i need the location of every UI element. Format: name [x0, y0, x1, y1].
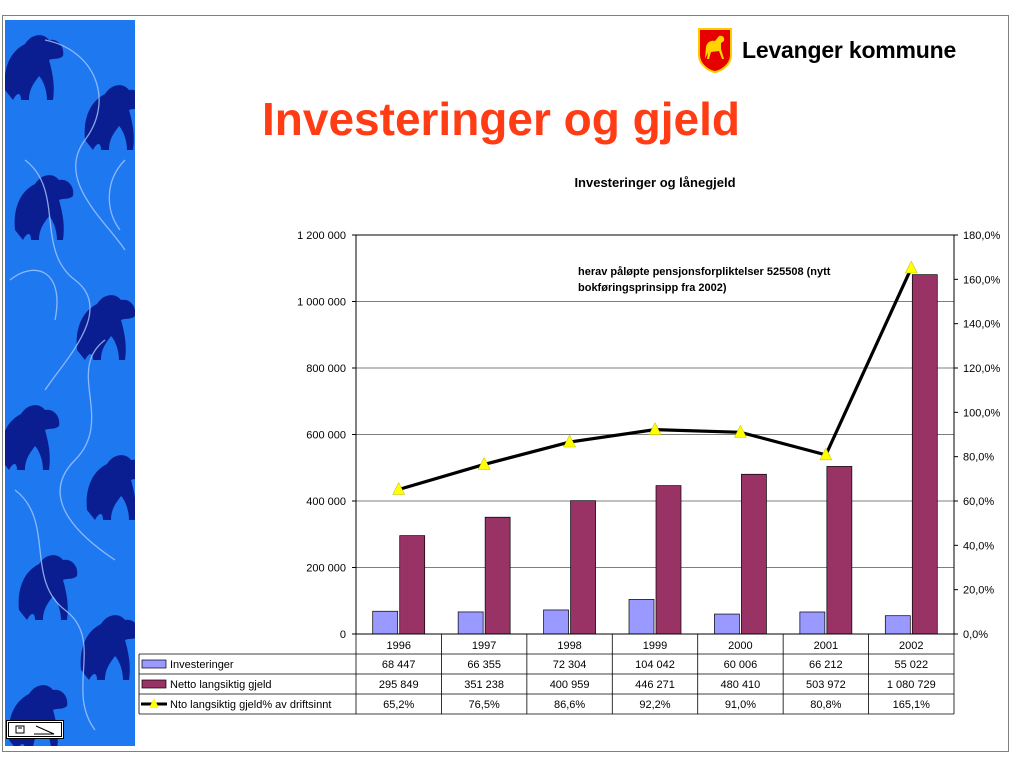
x-tick-label: 2002	[899, 640, 923, 652]
y2-tick-label: 20,0%	[963, 585, 994, 597]
bar-netto-gjeld	[655, 485, 682, 635]
bar-netto-gjeld	[826, 466, 853, 635]
bar-investeringer	[714, 613, 740, 635]
chart-title: Investeringer og lånegjeld	[574, 175, 735, 190]
bar-netto-gjeld	[741, 473, 767, 635]
bar-netto-gjeld	[399, 535, 426, 635]
legend-label: Nto langsiktig gjeld% av driftsinnt	[170, 699, 331, 711]
y-tick-label: 800 000	[306, 363, 346, 375]
data-label: 480 410	[721, 679, 761, 691]
data-label: 66 355	[467, 659, 501, 671]
legend-label: Investeringer	[170, 659, 234, 671]
bar-netto-gjeld	[570, 500, 596, 635]
y-tick-label: 0	[340, 629, 346, 641]
line-marker	[819, 447, 833, 461]
line-marker	[734, 424, 747, 438]
data-label: 55 022	[894, 659, 928, 671]
bar-investeringer	[884, 615, 911, 635]
data-label: 295 849	[379, 679, 419, 691]
line-marker	[477, 456, 491, 470]
data-label: 92,2%	[639, 699, 670, 711]
y2-tick-label: 100,0%	[963, 407, 1001, 419]
data-label: 165,1%	[893, 699, 931, 711]
legend-key-netto-gjeld	[141, 679, 167, 689]
y-tick-label: 1 000 000	[297, 297, 346, 309]
y-tick-label: 400 000	[306, 496, 346, 508]
bar-investeringer	[543, 609, 569, 635]
data-label: 400 959	[550, 679, 590, 691]
y2-tick-label: 40,0%	[963, 540, 994, 552]
y2-tick-label: 80,0%	[963, 452, 994, 464]
horse-shield-icon	[698, 28, 732, 73]
y2-tick-label: 120,0%	[963, 363, 1001, 375]
data-label: 76,5%	[469, 699, 500, 711]
line-marker	[904, 260, 918, 274]
logo: Levanger kommune	[697, 27, 956, 73]
y-tick-label: 200 000	[306, 563, 346, 575]
y2-tick-label: 0,0%	[963, 629, 988, 641]
annotation-text: herav påløpte pensjonsforpliktelser 5255…	[578, 266, 831, 278]
bar-netto-gjeld	[484, 516, 511, 635]
decorative-horse-band	[5, 20, 135, 746]
slide-show-icon[interactable]	[6, 720, 64, 739]
data-label: 351 238	[464, 679, 504, 691]
data-label: 86,6%	[554, 699, 585, 711]
horse-pattern-graphic	[5, 35, 135, 746]
data-label: 66 212	[809, 659, 843, 671]
logo-text: Levanger kommune	[742, 36, 957, 63]
y2-tick-label: 140,0%	[963, 319, 1001, 331]
data-label: 60 006	[724, 659, 758, 671]
data-label: 68 447	[382, 659, 416, 671]
y2-tick-label: 160,0%	[963, 274, 1001, 286]
bar-netto-gjeld	[911, 274, 938, 635]
bar-investeringer	[799, 611, 826, 635]
x-tick-label: 1996	[386, 640, 410, 652]
data-label: 104 042	[635, 659, 675, 671]
y-tick-label: 600 000	[306, 430, 346, 442]
line-marker	[392, 481, 406, 495]
page-title: Investeringer og gjeld	[262, 93, 740, 145]
legend-key-investeringer	[141, 659, 167, 669]
x-tick-label: 2000	[728, 640, 752, 652]
bar-investeringer	[372, 610, 399, 635]
data-label: 72 304	[553, 659, 587, 671]
legend-key-marker	[149, 698, 159, 708]
x-tick-label: 1999	[643, 640, 667, 652]
y2-tick-label: 180,0%	[963, 230, 1001, 242]
bar-investeringer	[457, 611, 484, 635]
data-label: 1 080 729	[887, 679, 936, 691]
data-label: 503 972	[806, 679, 846, 691]
line-marker	[563, 434, 576, 448]
data-label: 91,0%	[725, 699, 756, 711]
data-label: 80,8%	[810, 699, 841, 711]
data-label: 65,2%	[383, 699, 414, 711]
data-label: 446 271	[635, 679, 675, 691]
line-marker	[648, 422, 662, 435]
x-tick-label: 1998	[557, 640, 581, 652]
y-tick-label: 1 200 000	[297, 230, 346, 242]
annotation-text: bokføringsprinsipp fra 2002)	[578, 282, 727, 294]
x-tick-label: 1997	[472, 640, 496, 652]
bar-investeringer	[628, 599, 655, 635]
x-tick-label: 2001	[814, 640, 838, 652]
y2-tick-label: 60,0%	[963, 496, 994, 508]
legend-label: Netto langsiktig gjeld	[170, 679, 272, 691]
